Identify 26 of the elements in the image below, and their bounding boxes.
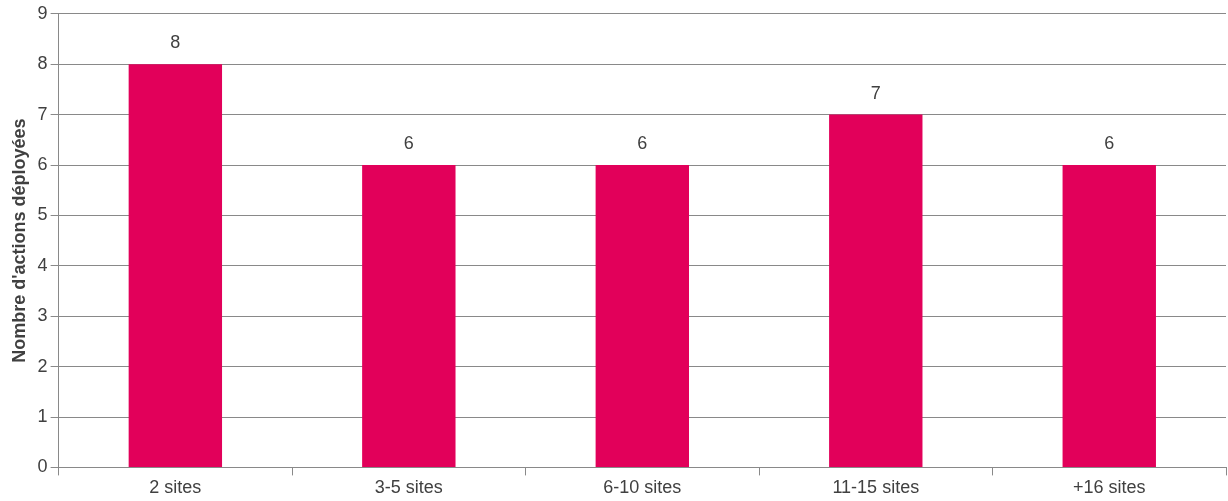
y-tick-label: 8 [37,53,48,74]
y-tick-label: 5 [37,204,48,225]
x-tick-label: 3-5 sites [374,477,443,498]
data-label: 6 [403,132,414,153]
data-label: 6 [1104,132,1115,153]
bar [595,165,689,467]
y-tick-label: 2 [37,355,48,376]
data-label: 6 [637,132,648,153]
y-tick-label: 6 [37,153,48,174]
x-tick-label: +16 sites [1072,477,1146,498]
data-label: 8 [170,32,181,53]
y-tick-label: 0 [37,456,48,477]
data-label: 7 [870,82,881,103]
y-tick-label: 3 [37,305,48,326]
y-tick-label: 9 [37,2,48,23]
x-tick-label: 6-10 sites [603,477,682,498]
bar [829,114,923,467]
y-tick-label: 7 [37,103,48,124]
x-tick-label: 11-15 sites [832,477,920,498]
y-tick-label: 4 [37,254,48,275]
bar [128,64,223,467]
y-axis-title: Nombre d'actions déployées [8,118,29,363]
x-tick-label: 2 sites [149,477,202,498]
bar [1062,165,1156,467]
y-tick-label: 1 [37,405,48,426]
bar [362,165,456,467]
